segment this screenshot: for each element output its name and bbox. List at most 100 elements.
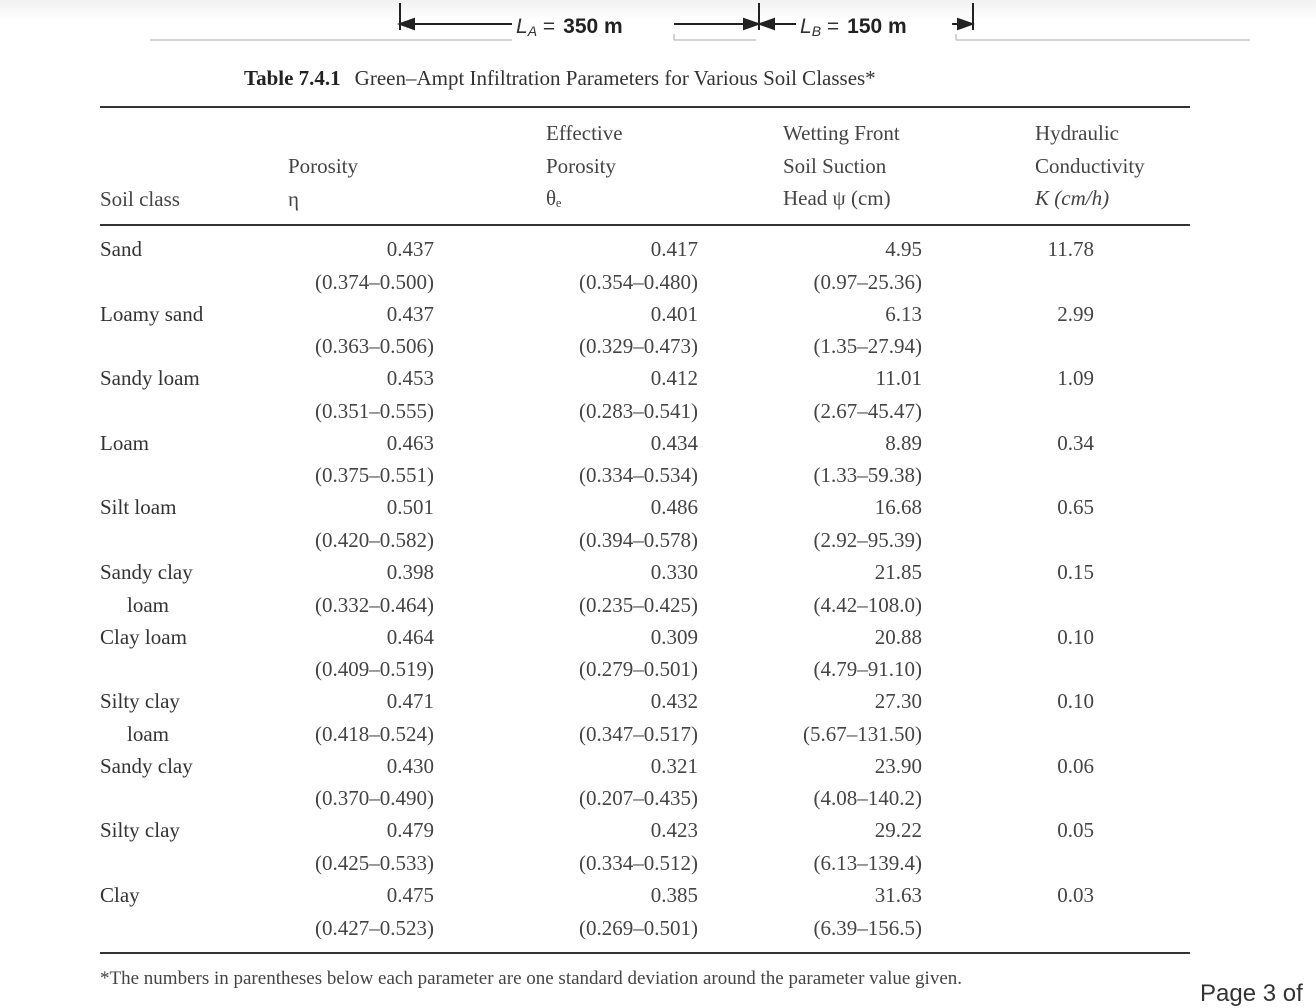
suction-head-range: (4.08–140.2) bbox=[813, 786, 923, 811]
lb-dimension-label: LB = 150 m bbox=[800, 15, 907, 39]
header-rule bbox=[100, 224, 1190, 226]
soil-class-label: Sand bbox=[100, 237, 142, 261]
porosity-range: (0.351–0.555) bbox=[315, 398, 434, 423]
soil-class-label: Silt loam bbox=[100, 495, 177, 520]
suction-head-range: (1.35–27.94) bbox=[813, 334, 923, 359]
header-suction-head: Wetting Front Soil Suction Head ψ (cm) bbox=[783, 121, 900, 210]
effective-porosity-value: 0.417 bbox=[650, 237, 698, 261]
effective-porosity-range: (0.334–0.534) bbox=[579, 463, 698, 488]
top-rule bbox=[100, 106, 1190, 108]
suction-head-range: (6.13–139.4) bbox=[813, 850, 923, 875]
conductivity-value: 0.10 bbox=[1057, 624, 1094, 649]
suction-head-value: 20.88 bbox=[874, 624, 922, 649]
effective-porosity-range: (0.269–0.501) bbox=[579, 915, 698, 940]
porosity-range: (0.425–0.533) bbox=[315, 850, 434, 875]
dimension-figure: LA = 350 m LB = 150 m bbox=[0, 0, 1316, 44]
effective-porosity-range: (0.283–0.541) bbox=[579, 398, 698, 423]
conductivity-value: 0.65 bbox=[1057, 495, 1094, 520]
conductivity-value: 0.15 bbox=[1057, 560, 1094, 584]
lb-left-arrow bbox=[757, 17, 775, 31]
porosity-range: (0.418–0.524) bbox=[315, 721, 434, 746]
conductivity-value: 11.78 bbox=[1047, 237, 1094, 261]
porosity-value: 0.430 bbox=[386, 753, 434, 778]
effective-porosity-value: 0.432 bbox=[650, 689, 698, 714]
suction-head-value: 6.13 bbox=[885, 301, 922, 326]
dimension-lines bbox=[150, 3, 1250, 41]
effective-porosity-value: 0.486 bbox=[650, 495, 698, 520]
porosity-value: 0.471 bbox=[386, 689, 434, 714]
suction-head-value: 16.68 bbox=[874, 495, 922, 520]
porosity-range: (0.332–0.464) bbox=[315, 592, 434, 617]
suction-head-range: (2.67–45.47) bbox=[813, 398, 923, 423]
conductivity-value: 0.05 bbox=[1057, 818, 1094, 843]
conductivity-value: 0.03 bbox=[1057, 883, 1094, 907]
effective-porosity-range: (0.347–0.517) bbox=[579, 721, 698, 746]
effective-porosity-range: (0.329–0.473) bbox=[579, 334, 698, 359]
bottom-rule bbox=[100, 952, 1190, 954]
porosity-range: (0.374–0.500) bbox=[315, 269, 434, 294]
suction-head-range: (6.39–156.5) bbox=[813, 915, 923, 940]
porosity-value: 0.398 bbox=[386, 560, 434, 584]
lb-right-arrow bbox=[957, 17, 975, 31]
suction-head-range: (2.92–95.39) bbox=[813, 527, 923, 552]
conductivity-value: 1.09 bbox=[1057, 366, 1094, 391]
effective-porosity-range: (0.394–0.578) bbox=[579, 527, 698, 552]
soil-class-label: Loam bbox=[100, 430, 149, 455]
suction-head-range: (1.33–59.38) bbox=[813, 463, 923, 488]
header-effective-porosity: Effective Porosity θₑ bbox=[546, 121, 623, 210]
page-indicator: Page 3 of bbox=[1200, 980, 1303, 1007]
porosity-value: 0.453 bbox=[386, 366, 434, 391]
soil-class-label: Silty clay loam bbox=[100, 689, 180, 746]
table-caption: Table 7.4.1 Green–Ampt Infiltration Param… bbox=[244, 66, 876, 91]
suction-head-range: (0.97–25.36) bbox=[813, 269, 923, 294]
porosity-value: 0.475 bbox=[386, 883, 434, 907]
suction-head-value: 27.30 bbox=[874, 689, 922, 714]
soil-class-label: Sandy loam bbox=[100, 366, 200, 391]
suction-head-value: 4.95 bbox=[885, 237, 922, 261]
porosity-range: (0.409–0.519) bbox=[315, 657, 434, 682]
effective-porosity-value: 0.434 bbox=[650, 430, 698, 455]
la-right-arrow bbox=[743, 17, 761, 31]
soil-class-label: Sandy clay loam bbox=[100, 560, 193, 617]
conductivity-value: 0.34 bbox=[1057, 430, 1094, 455]
header-conductivity: Hydraulic Conductivity K (cm/h) bbox=[1035, 121, 1145, 210]
soil-class-label: Loamy sand bbox=[100, 301, 204, 326]
effective-porosity-value: 0.385 bbox=[650, 883, 698, 907]
porosity-value: 0.463 bbox=[386, 430, 434, 455]
effective-porosity-value: 0.412 bbox=[650, 366, 698, 391]
porosity-value: 0.479 bbox=[386, 818, 434, 843]
suction-head-value: 11.01 bbox=[875, 366, 922, 391]
effective-porosity-value: 0.330 bbox=[650, 560, 698, 584]
effective-porosity-range: (0.354–0.480) bbox=[579, 269, 698, 294]
effective-porosity-value: 0.321 bbox=[650, 753, 698, 778]
effective-porosity-range: (0.235–0.425) bbox=[579, 592, 698, 617]
porosity-value: 0.437 bbox=[386, 301, 434, 326]
soil-class-label: Clay loam bbox=[100, 624, 187, 649]
footnote: *The numbers in parentheses below each p… bbox=[100, 968, 963, 989]
top-shadow bbox=[0, 0, 1316, 20]
porosity-value: 0.437 bbox=[386, 237, 434, 261]
la-dimension-label: LA = 350 m bbox=[516, 15, 623, 39]
effective-porosity-range: (0.279–0.501) bbox=[579, 657, 698, 682]
suction-head-range: (5.67–131.50) bbox=[803, 721, 922, 746]
header-soil-class: Soil class bbox=[100, 186, 180, 211]
effective-porosity-value: 0.401 bbox=[650, 301, 698, 326]
effective-porosity-value: 0.423 bbox=[650, 818, 698, 843]
effective-porosity-range: (0.334–0.512) bbox=[579, 850, 698, 875]
suction-head-value: 31.63 bbox=[874, 883, 922, 907]
porosity-value: 0.501 bbox=[386, 495, 434, 520]
porosity-range: (0.375–0.551) bbox=[315, 463, 434, 488]
porosity-range: (0.427–0.523) bbox=[315, 915, 434, 940]
table-number: Table 7.4.1 bbox=[244, 66, 341, 90]
suction-head-value: 29.22 bbox=[874, 818, 922, 843]
effective-porosity-value: 0.309 bbox=[650, 624, 698, 649]
soil-class-label: Clay bbox=[100, 883, 140, 907]
suction-head-value: 21.85 bbox=[874, 560, 922, 584]
conductivity-value: 0.06 bbox=[1057, 753, 1094, 778]
conductivity-value: 0.10 bbox=[1057, 689, 1094, 714]
soil-class-label: Sandy clay bbox=[100, 753, 193, 778]
porosity-value: 0.464 bbox=[386, 624, 434, 649]
la-left-arrow bbox=[397, 17, 415, 31]
porosity-range: (0.420–0.582) bbox=[315, 527, 434, 552]
porosity-range: (0.363–0.506) bbox=[315, 334, 434, 359]
